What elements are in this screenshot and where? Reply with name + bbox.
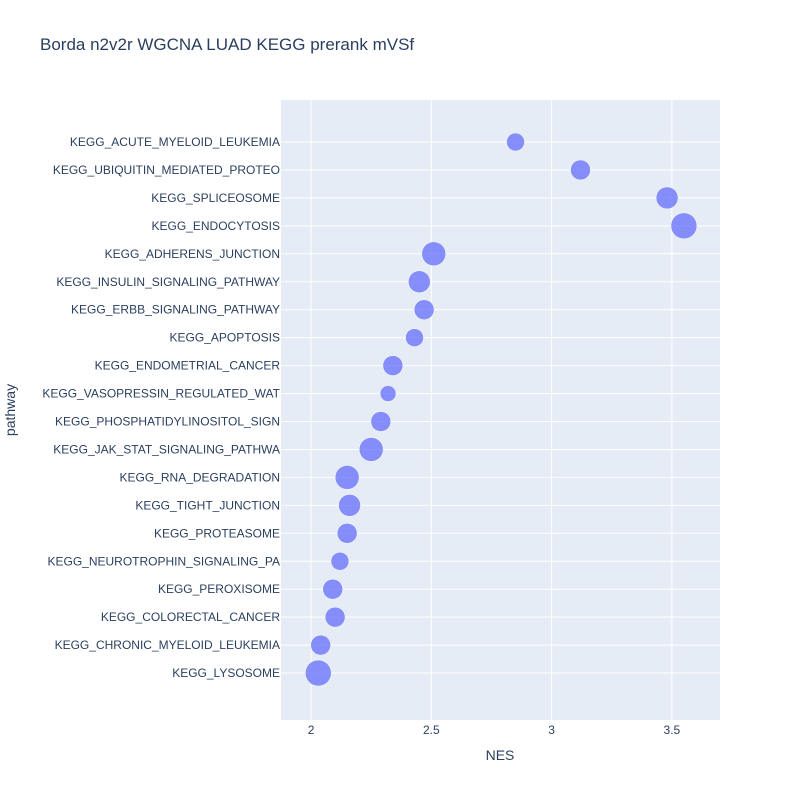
y-tick-label: KEGG_ENDOCYTOSIS [152,219,280,233]
data-point[interactable] [421,241,446,267]
y-tick-label: KEGG_ACUTE_MYELOID_LEUKEMIA [70,135,280,149]
y-tick-label: KEGG_VASOPRESSIN_REGULATED_WAT [42,387,280,401]
data-point[interactable] [322,578,343,600]
x-axis-title: NES [486,747,515,763]
data-point[interactable] [655,186,679,210]
y-tick-label: KEGG_UBIQUITIN_MEDIATED_PROTEO [53,163,280,177]
x-tick-label: 3.5 [664,723,681,737]
data-point[interactable] [570,159,591,181]
y-tick-label: KEGG_NEUROTROPHIN_SIGNALING_PA [48,554,281,568]
data-points [305,132,698,687]
y-tick-label: KEGG_CHRONIC_MYELOID_LEUKEMIA [55,638,280,652]
data-point[interactable] [408,270,431,293]
y-tick-label: KEGG_ERBB_SIGNALING_PATHWAY [71,303,280,317]
x-tick-labels: 2 2.5 3 3.5 [308,723,681,737]
y-tick-label: KEGG_SPLICEOSOME [151,191,280,205]
data-point[interactable] [338,494,361,517]
data-point[interactable] [336,523,358,544]
y-tick-label: KEGG_RNA_DEGRADATION [120,470,280,484]
data-point[interactable] [330,552,350,571]
y-axis-title: pathway [2,384,18,436]
plot-area [281,100,720,720]
data-point[interactable] [405,328,424,347]
data-point[interactable] [379,385,397,402]
x-tick-label: 2 [308,723,315,737]
data-point[interactable] [324,606,346,628]
y-tick-label: KEGG_TIGHT_JUNCTION [135,498,280,512]
grid-lines [281,100,720,720]
y-tick-label: KEGG_PROTEASOME [154,526,280,540]
x-tick-label: 3 [548,723,555,737]
data-point[interactable] [334,465,360,490]
y-tick-label: KEGG_ADHERENS_JUNCTION [105,247,280,261]
x-tick-label: 2.5 [423,723,440,737]
y-tick-label: KEGG_JAK_STAT_SIGNALING_PATHWA [53,442,280,456]
y-tick-label: KEGG_INSULIN_SIGNALING_PATHWAY [56,275,280,289]
y-tick-labels: KEGG_ACUTE_MYELOID_LEUKEMIA KEGG_UBIQUITI… [42,135,280,680]
y-tick-label: KEGG_COLORECTAL_CANCER [101,610,280,624]
data-point[interactable] [358,437,384,462]
chart-title: Borda n2v2r WGCNA LUAD KEGG prerank mVSf [40,35,414,54]
data-point[interactable] [382,355,404,376]
y-tick-label: KEGG_PEROXISOME [158,582,280,596]
y-tick-label: KEGG_LYSOSOME [172,666,280,680]
data-point[interactable] [310,634,331,656]
data-point[interactable] [506,132,525,152]
y-tick-label: KEGG_PHOSPHATIDYLINOSITOL_SIGN [55,415,280,429]
y-tick-label: KEGG_APOPTOSIS [170,331,280,345]
data-point[interactable] [413,299,435,320]
data-point[interactable] [670,212,698,240]
y-tick-label: KEGG_ENDOMETRIAL_CANCER [95,359,281,373]
data-point[interactable] [305,659,332,687]
data-point[interactable] [370,411,392,432]
